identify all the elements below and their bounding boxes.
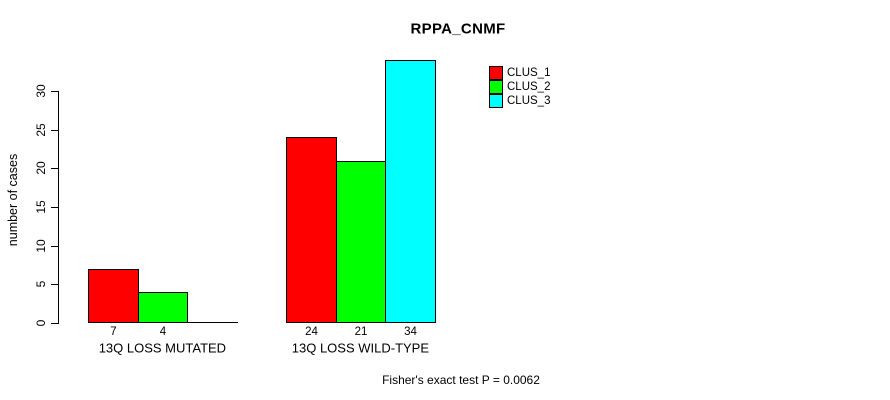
legend-label-clus-3: CLUS_3	[507, 95, 551, 107]
y-tick-mark	[51, 207, 58, 208]
y-tick-mark	[51, 130, 58, 131]
legend-swatch-clus-2	[489, 80, 503, 94]
bar-value-clus-3-13q-loss-wild-type: 34	[404, 326, 417, 338]
y-axis-label: number of cases	[6, 153, 20, 247]
y-axis-line	[58, 91, 59, 324]
bar-value-clus-2-13q-loss-mutated: 4	[159, 326, 167, 338]
bar-value-clus-2-13q-loss-wild-type: 21	[354, 326, 368, 338]
bar-clus-2-13q-loss-mutated	[138, 292, 188, 323]
legend-swatch-clus-3	[489, 94, 503, 108]
bar-clus-1-13q-loss-wild-type	[286, 137, 337, 323]
y-tick-label: 5	[34, 280, 48, 288]
y-tick-mark	[51, 168, 58, 169]
y-tick-mark	[51, 91, 58, 92]
bar-clus-2-13q-loss-wild-type	[336, 161, 386, 323]
y-tick-label: 15	[34, 200, 48, 214]
legend-label-clus-1: CLUS_1	[507, 67, 551, 79]
bar-value-clus-1-13q-loss-wild-type: 24	[305, 326, 318, 338]
y-tick-label: 0	[34, 319, 48, 327]
bar-clus-1-13q-loss-mutated	[88, 269, 139, 323]
annotation-text: Fisher's exact test P = 0.0062	[382, 373, 540, 387]
bar-clus-3-13q-loss-wild-type	[385, 60, 436, 323]
category-label-13q-loss-wild-type: 13Q LOSS WILD-TYPE	[291, 340, 430, 356]
legend-label-clus-2: CLUS_2	[507, 81, 551, 93]
bar-clus-3-13q-loss-mutated	[187, 322, 238, 323]
bar-value-clus-1-13q-loss-mutated: 7	[110, 326, 117, 338]
y-tick-mark	[51, 323, 58, 324]
y-tick-label: 30	[34, 84, 48, 98]
chart-title: RPPA_CNMF	[410, 20, 506, 38]
y-tick-label: 10	[34, 239, 48, 253]
y-tick-label: 20	[34, 161, 48, 175]
y-tick-mark	[51, 284, 58, 285]
category-label-13q-loss-mutated: 13Q LOSS MUTATED	[98, 340, 227, 356]
y-tick-label: 25	[34, 123, 48, 137]
y-tick-mark	[51, 246, 58, 247]
legend-swatch-clus-1	[489, 66, 503, 80]
